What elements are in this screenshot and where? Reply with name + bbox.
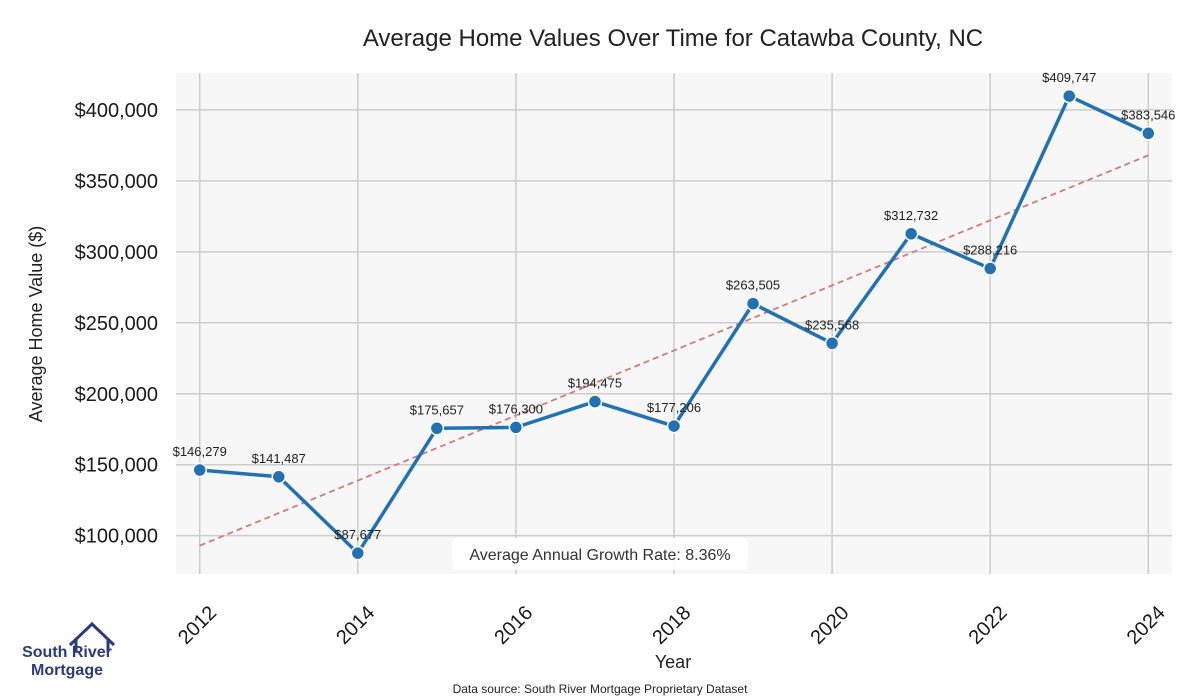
y-tick-label: $200,000	[75, 384, 158, 406]
y-tick-label: $400,000	[75, 100, 158, 122]
x-axis-ticks: 2012 2014 2016 2018 2020 2022 2024	[174, 602, 1170, 649]
data-point	[1061, 88, 1077, 104]
x-axis-label: Year	[655, 652, 691, 672]
data-point	[824, 336, 840, 351]
x-tick-label: 2024	[1123, 602, 1170, 649]
data-label: $263,505	[726, 278, 780, 293]
growth-annotation: Average Annual Growth Rate: 8.36%	[452, 538, 748, 570]
x-tick-label: 2014	[332, 602, 379, 649]
data-point	[350, 545, 366, 561]
y-axis-ticks: $100,000 $150,000 $200,000 $250,000 $300,000…	[75, 100, 158, 548]
y-axis-label: Average Home Value ($)	[26, 226, 46, 422]
data-label: $409,747	[1042, 70, 1096, 85]
trend-line	[199, 154, 1149, 547]
data-point	[429, 421, 445, 436]
data-labels: $146,279 $141,487 $87,677 $175,657 $176,300 $…	[173, 70, 1176, 542]
data-point	[192, 462, 207, 478]
data-point	[982, 261, 998, 276]
data-label: $175,657	[410, 402, 464, 417]
y-tick-label: $250,000	[75, 313, 158, 335]
y-tick-label: $150,000	[75, 455, 158, 477]
y-tick-label: $100,000	[75, 526, 158, 548]
data-label: $312,732	[884, 208, 938, 223]
data-label: $288,216	[963, 243, 1017, 258]
x-tick-label: 2012	[174, 602, 221, 649]
data-label: $87,677	[334, 527, 381, 542]
y-tick-label: $350,000	[75, 171, 158, 193]
data-label: $141,487	[252, 451, 306, 466]
data-point	[666, 418, 682, 434]
grid-lines	[176, 73, 1172, 574]
source-note: Data source: South River Mortgage Propri…	[453, 682, 748, 696]
data-label: $383,546	[1121, 107, 1175, 122]
data-point	[1141, 126, 1156, 141]
growth-annotation-box	[452, 538, 748, 570]
company-logo: South River Mortgage	[22, 621, 116, 679]
logo-line-2: Mortgage	[31, 662, 103, 679]
growth-annotation-text: Average Annual Growth Rate: 8.36%	[469, 547, 730, 564]
y-tick-label: $300,000	[75, 242, 158, 264]
data-label: $194,475	[568, 376, 622, 391]
data-point	[508, 420, 524, 435]
x-tick-label: 2020	[807, 602, 854, 649]
data-label: $177,206	[647, 400, 701, 415]
data-points	[192, 88, 1156, 561]
data-label: $146,279	[173, 444, 227, 459]
x-tick-label: 2016	[490, 602, 537, 649]
data-label: $235,568	[805, 317, 859, 332]
data-label: $176,300	[489, 401, 543, 416]
data-point	[745, 296, 761, 311]
data-point	[271, 469, 287, 485]
x-tick-label: 2022	[965, 602, 1012, 649]
x-tick-label: 2018	[648, 602, 695, 649]
data-point	[903, 226, 919, 242]
logo-line-1: South River	[22, 644, 112, 661]
house-roof-icon	[68, 621, 116, 652]
data-point	[587, 394, 603, 409]
chart-title: Average Home Values Over Time for Catawb…	[363, 25, 983, 52]
